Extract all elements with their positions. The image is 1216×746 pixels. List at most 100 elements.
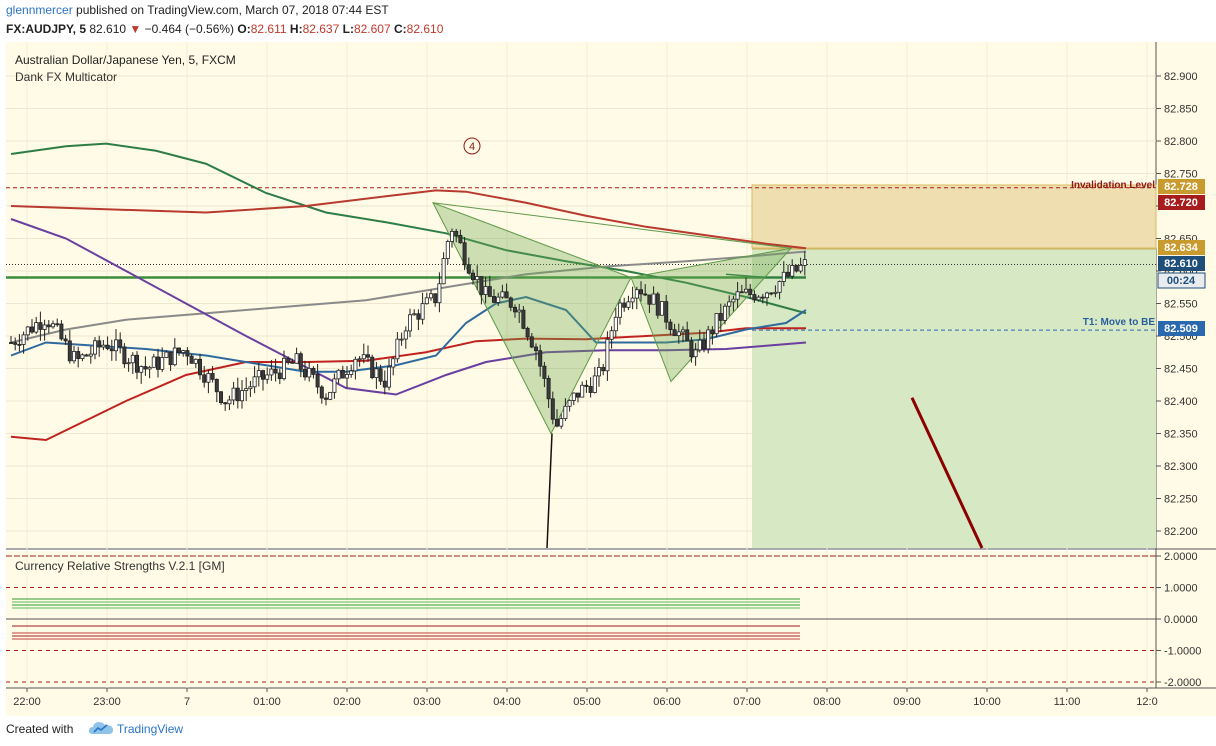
footer: Created with TradingView — [0, 716, 1216, 746]
candle-up — [88, 353, 93, 357]
x-tick-label: 06:00 — [653, 696, 681, 708]
candle-down — [760, 296, 765, 299]
candle-up — [294, 353, 299, 364]
invalidation-label: Invalidation Level — [1071, 180, 1155, 191]
x-tick-label: 04:00 — [493, 696, 521, 708]
candle-up — [790, 265, 795, 277]
candle-down — [311, 367, 316, 375]
candle-down — [55, 323, 60, 326]
candle-down — [235, 387, 240, 402]
candle-up — [172, 347, 177, 366]
candle-up — [412, 313, 417, 316]
candle-down — [529, 336, 534, 348]
candle-up — [681, 329, 686, 333]
y-tick-label: 82.400 — [1164, 396, 1198, 408]
candle-down — [298, 353, 303, 370]
candle-down — [588, 386, 593, 393]
candle-up — [353, 358, 358, 372]
candle-up — [714, 313, 719, 335]
candle-down — [76, 351, 81, 359]
candle-down — [576, 392, 581, 398]
svg-text:82.610: 82.610 — [1164, 258, 1198, 270]
username-link[interactable]: glennmercer — [6, 3, 73, 17]
y-tick-label: 82.750 — [1164, 169, 1198, 181]
candle-up — [181, 350, 186, 353]
last-price: 82.610 — [89, 22, 127, 36]
candle-up — [428, 293, 433, 299]
tradingview-cloud-icon[interactable] — [88, 720, 114, 743]
candle-up — [744, 288, 749, 293]
x-tick-label: 09:00 — [893, 696, 921, 708]
candle-down — [277, 372, 282, 380]
candle-down — [218, 391, 223, 404]
price-chart[interactable]: 82.90082.85082.80082.75082.70082.65082.6… — [6, 42, 1216, 718]
x-tick-label: 10:00 — [973, 696, 1001, 708]
y-tick-label: 82.200 — [1164, 526, 1198, 538]
open-label: O: — [237, 22, 251, 36]
candle-down — [685, 329, 690, 342]
candle-up — [72, 351, 77, 362]
candle-up — [609, 330, 614, 340]
candle-up — [391, 358, 396, 368]
candle-down — [315, 374, 320, 388]
candle-down — [655, 293, 660, 316]
candle-up — [424, 297, 429, 305]
candle-down — [786, 271, 791, 277]
ma-grey — [10, 250, 807, 344]
candle-up — [660, 301, 665, 316]
down-arrow-icon: ▼ — [129, 22, 142, 36]
candle-up — [244, 388, 249, 392]
candle-up — [441, 258, 446, 285]
sub-tick-label: 2.0000 — [1164, 551, 1198, 563]
candle-down — [97, 340, 102, 348]
candle-down — [555, 418, 560, 427]
x-axis-bg — [6, 688, 1156, 718]
candle-up — [407, 314, 412, 332]
candle-down — [214, 378, 219, 393]
candle-down — [479, 276, 484, 295]
candle-down — [433, 293, 438, 304]
price-tag-82509: 82.509 — [1158, 321, 1205, 336]
created-with-text: Created with — [6, 722, 74, 736]
pattern-marker-circle — [463, 137, 481, 155]
svg-text:82.720: 82.720 — [1164, 197, 1198, 209]
x-tick-label: 05:00 — [573, 696, 601, 708]
candle-up — [361, 354, 366, 360]
candle-down — [122, 346, 127, 365]
y-tick-label: 82.850 — [1164, 104, 1198, 116]
candle-up — [756, 296, 761, 301]
candle-down — [546, 378, 551, 400]
x-tick-label: 07:00 — [733, 696, 761, 708]
candle-up — [147, 366, 152, 370]
pattern-line — [432, 202, 792, 249]
candle-down — [668, 321, 673, 331]
candle-up — [559, 418, 564, 427]
price-tag-82720: 82.720 — [1158, 195, 1205, 210]
tradingview-brand-link[interactable]: TradingView — [117, 722, 184, 736]
candle-up — [798, 264, 803, 272]
candle-down — [143, 366, 148, 370]
candle-down — [487, 286, 492, 297]
candle-down — [521, 309, 526, 329]
candle-up — [618, 302, 623, 318]
candle-down — [534, 346, 539, 352]
x-tick-label: 01:00 — [253, 696, 281, 708]
candle-down — [286, 357, 291, 363]
y-tick-label: 82.900 — [1164, 71, 1198, 83]
candle-down — [273, 368, 278, 374]
candle-down — [458, 235, 463, 244]
candle-down — [769, 292, 774, 295]
candle-up — [693, 349, 698, 358]
x-tick-label: 03:00 — [413, 696, 441, 708]
candle-down — [84, 354, 89, 357]
candle-up — [626, 301, 631, 308]
candle-up — [630, 297, 635, 303]
candle-up — [403, 330, 408, 340]
candle-down — [17, 343, 22, 346]
candle-up — [34, 322, 39, 333]
candle-down — [67, 340, 72, 362]
target-zone — [752, 248, 1156, 548]
candle-up — [114, 339, 119, 352]
candle-up — [25, 326, 30, 336]
y-tick-label: 82.250 — [1164, 494, 1198, 506]
